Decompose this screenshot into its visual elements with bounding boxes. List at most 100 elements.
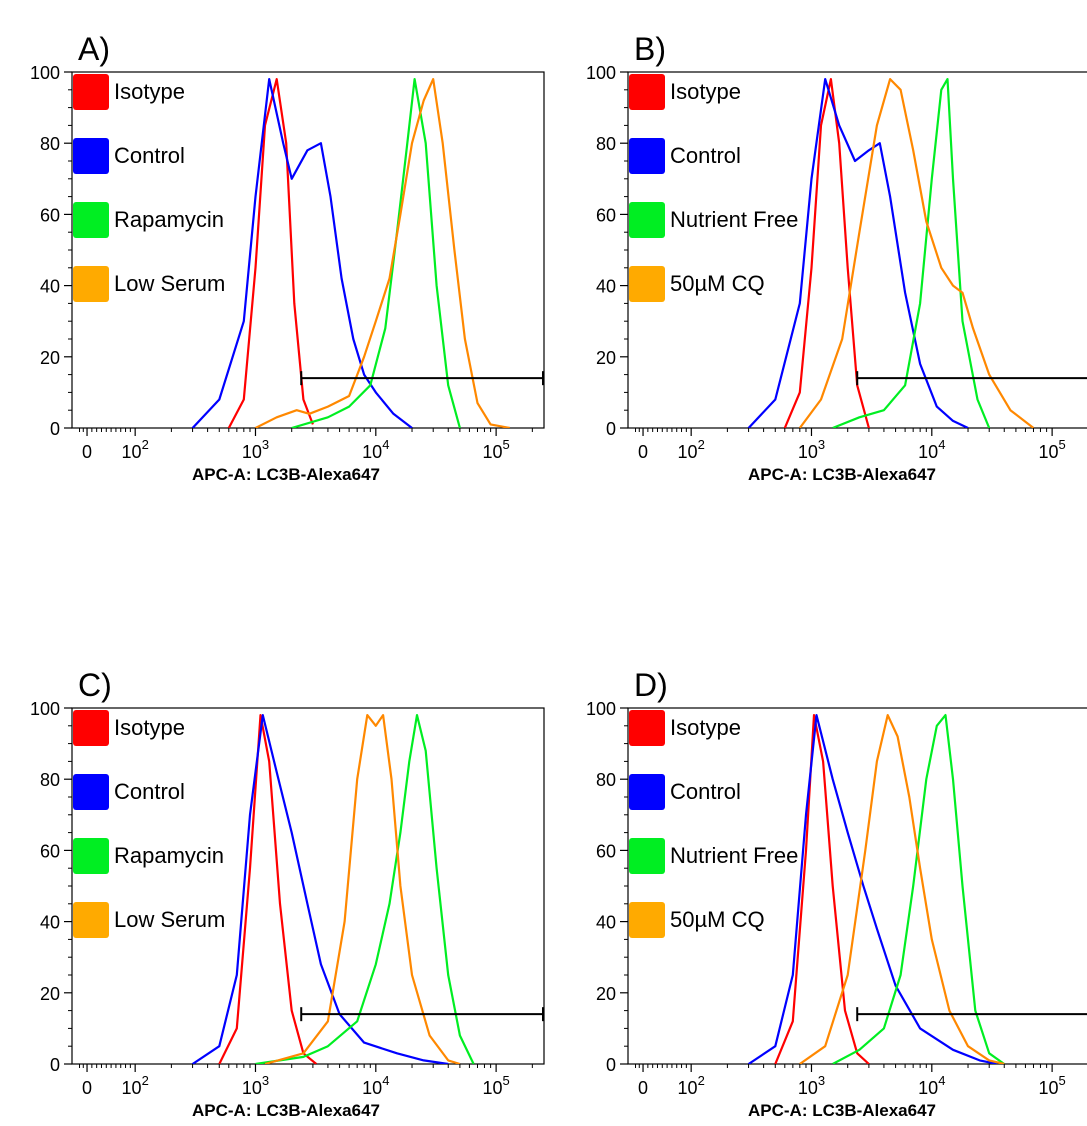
x-tick-exponent: 5: [503, 1073, 510, 1088]
series-line-rapamycin: [291, 78, 461, 428]
panel-letter: B): [634, 31, 666, 67]
plot-frame: [71, 707, 545, 1065]
x-tick-label: 102: [122, 1073, 149, 1098]
legend-swatch: [73, 838, 109, 874]
x-tick-label: 102: [122, 437, 149, 462]
y-tick-label: 100: [30, 699, 60, 719]
y-tick-label: 40: [40, 277, 60, 297]
legend-swatch: [73, 138, 109, 174]
legend-swatch: [629, 774, 665, 810]
series-line-control: [191, 714, 449, 1064]
legend-swatch: [629, 74, 665, 110]
series-line-nutrient-free: [832, 714, 1005, 1064]
series-line-nutrient-free: [832, 78, 991, 428]
legend-swatch: [73, 266, 109, 302]
x-axis-label: APC-A: LC3B-Alexa647: [748, 1101, 936, 1120]
x-tick-exponent: 3: [262, 437, 269, 452]
legend-label: Control: [114, 143, 185, 168]
x-tick-exponent: 4: [382, 1073, 389, 1088]
legend-label: Isotype: [670, 79, 741, 104]
legend-label: Control: [114, 779, 185, 804]
series-line-isotype: [227, 78, 314, 428]
series-line-isotype: [218, 714, 318, 1064]
legend-swatch: [73, 902, 109, 938]
x-tick-label: 103: [798, 1073, 825, 1098]
x-tick-exponent: 3: [818, 1073, 825, 1088]
plot-frame: [71, 71, 545, 429]
legend-label: Nutrient Free: [670, 843, 798, 868]
series-line-control: [191, 78, 413, 428]
panel-d: D) 0 20 40 60 80 100 0 102 103 104 105 APC-A: LC3B-A…: [586, 667, 1087, 1120]
x-tick-label: 0: [638, 1078, 648, 1098]
y-tick-label: 60: [40, 841, 60, 861]
series-line-isotype: [774, 714, 870, 1064]
x-tick-exponent: 4: [938, 437, 945, 452]
legend-label: Rapamycin: [114, 843, 224, 868]
panel-b: B) 0 20 40 60 80 100 0 102 103 104 105 APC-A: LC3B-A…: [586, 31, 1087, 484]
legend-label: Control: [670, 779, 741, 804]
x-tick-exponent: 2: [698, 437, 705, 452]
x-tick-label: 0: [638, 442, 648, 462]
y-tick-label: 80: [596, 134, 616, 154]
x-tick-exponent: 2: [142, 437, 149, 452]
x-tick-label: 105: [482, 1073, 509, 1098]
y-tick-label: 20: [596, 348, 616, 368]
y-tick-label: 60: [596, 205, 616, 225]
legend-swatch: [629, 902, 665, 938]
legend-label: Rapamycin: [114, 207, 224, 232]
x-tick-label: 104: [362, 437, 389, 462]
x-tick-label: 104: [918, 1073, 945, 1098]
x-axis-label: APC-A: LC3B-Alexa647: [192, 1101, 380, 1120]
x-tick-exponent: 3: [818, 437, 825, 452]
x-tick-label: 0: [82, 442, 92, 462]
y-tick-label: 0: [606, 419, 616, 439]
y-tick-label: 20: [596, 984, 616, 1004]
y-tick-label: 100: [586, 699, 616, 719]
x-tick-exponent: 5: [503, 437, 510, 452]
y-tick-label: 0: [50, 1055, 60, 1075]
x-tick-label: 103: [242, 437, 269, 462]
panel-letter: C): [78, 667, 112, 703]
y-tick-label: 100: [586, 63, 616, 83]
legend-label: 50µM CQ: [670, 907, 765, 932]
y-tick-label: 40: [596, 277, 616, 297]
legend-label: Nutrient Free: [670, 207, 798, 232]
y-tick-label: 0: [50, 419, 60, 439]
x-tick-exponent: 5: [1059, 437, 1066, 452]
x-tick-label: 105: [482, 437, 509, 462]
legend-swatch: [629, 838, 665, 874]
legend-swatch: [629, 266, 665, 302]
y-tick-label: 60: [596, 841, 616, 861]
y-tick-label: 60: [40, 205, 60, 225]
legend-swatch: [73, 710, 109, 746]
y-tick-label: 100: [30, 63, 60, 83]
series-line-control: [747, 78, 969, 428]
y-tick-label: 0: [606, 1055, 616, 1075]
panel-c: C) 0 20 40 60 80 100 0 102 103 104 105 APC-A: LC3B-A…: [30, 667, 545, 1120]
series-line-isotype: [783, 78, 870, 428]
legend-swatch: [73, 202, 109, 238]
x-tick-exponent: 2: [142, 1073, 149, 1088]
x-tick-label: 105: [1038, 1073, 1065, 1098]
legend-swatch: [629, 710, 665, 746]
legend-label: Low Serum: [114, 271, 225, 296]
series-line-control: [747, 714, 998, 1064]
legend-label: Isotype: [114, 715, 185, 740]
x-tick-exponent: 4: [382, 437, 389, 452]
y-tick-label: 80: [40, 134, 60, 154]
legend-swatch: [73, 774, 109, 810]
legend-label: 50µM CQ: [670, 271, 765, 296]
panel-letter: A): [78, 31, 110, 67]
legend-swatch: [629, 202, 665, 238]
x-axis-label: APC-A: LC3B-Alexa647: [748, 465, 936, 484]
x-tick-label: 103: [242, 1073, 269, 1098]
y-tick-label: 20: [40, 984, 60, 1004]
x-tick-label: 0: [82, 1078, 92, 1098]
y-tick-label: 80: [40, 770, 60, 790]
x-tick-label: 102: [678, 1073, 705, 1098]
series-line-rapamycin: [255, 714, 475, 1064]
x-tick-exponent: 3: [262, 1073, 269, 1088]
x-tick-label: 105: [1038, 437, 1065, 462]
x-tick-label: 104: [918, 437, 945, 462]
